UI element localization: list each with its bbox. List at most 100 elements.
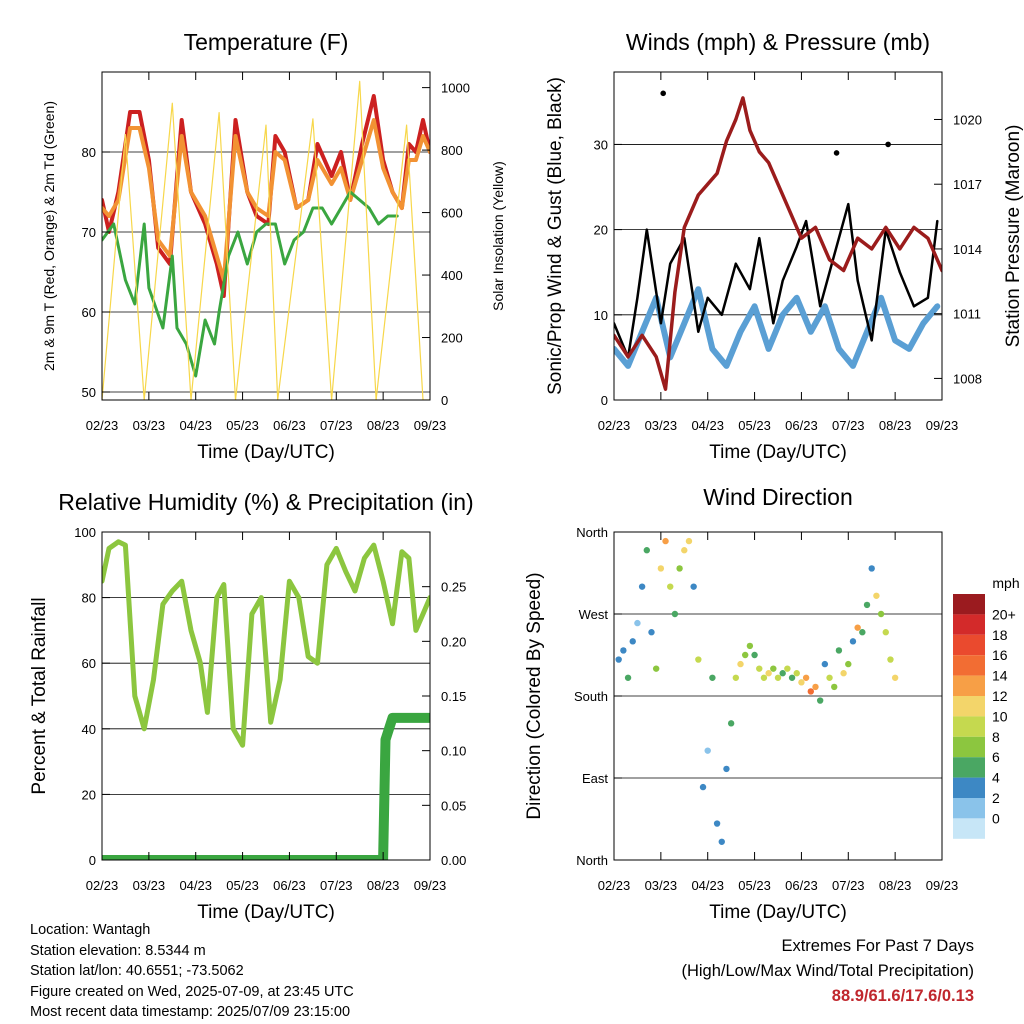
legend-label: 14 [992, 668, 1008, 684]
x-tick-label: 04/23 [179, 418, 212, 433]
direction-point-56 [873, 592, 880, 599]
x-tick-label: 03/23 [133, 878, 166, 893]
direction-point-6 [638, 583, 646, 590]
direction-point-11 [662, 537, 669, 545]
direction-point-14 [676, 565, 683, 572]
y2-tick-label: 0.15 [441, 689, 466, 704]
legend-swatch-6 [953, 696, 985, 717]
x-tick-label: 02/23 [598, 878, 631, 893]
x-tick-label: 05/23 [738, 418, 771, 433]
direction-point-58 [882, 629, 889, 636]
y-axis-label: Percent & Total Rainfall [29, 597, 50, 794]
direction-point-50 [845, 660, 852, 668]
y2-tick-label: 0.00 [441, 853, 466, 868]
x-axis-label: Time (Day/UTC) [197, 902, 335, 923]
y-tick-label: 20 [82, 787, 96, 802]
info-recent: Most recent data timestamp: 2025/07/09 2… [30, 1004, 351, 1020]
y2-tick-label: 0.05 [441, 798, 466, 813]
x-tick-label: 09/23 [414, 418, 447, 433]
x-tick-label: 04/23 [691, 418, 724, 433]
direction-point-24 [723, 765, 730, 773]
y2-axis-label: Station Pressure (Maroon) [1003, 125, 1024, 348]
x-tick-label: 05/23 [226, 418, 259, 433]
series-line-2 [614, 202, 939, 359]
direction-point-37 [784, 665, 791, 672]
x-tick-label: 03/23 [133, 418, 166, 433]
direction-point-27 [737, 660, 744, 668]
direction-point-45 [821, 660, 829, 668]
x-tick-label: 05/23 [226, 878, 259, 893]
chart-title: Wind Direction [703, 484, 853, 510]
x-tick-label: 07/23 [832, 878, 865, 893]
legend-swatch-4 [953, 655, 985, 676]
station-info: Location: Wantagh Station elevation: 8.5… [30, 920, 354, 1023]
direction-point-29 [746, 642, 754, 650]
y2-tick-label: 0.10 [441, 744, 466, 759]
legend-title: mph [992, 575, 1019, 591]
x-tick-label: 02/23 [86, 878, 119, 893]
plot-area [102, 80, 430, 400]
direction-point-15 [681, 547, 688, 554]
direction-point-28 [742, 651, 749, 659]
legend-label: 4 [992, 770, 1000, 786]
gust-marker-3 [885, 141, 891, 148]
legend-label: 2 [992, 790, 1000, 806]
legend-label: 6 [992, 749, 1000, 765]
legend-label: 8 [992, 729, 1000, 745]
x-tick-label: 02/23 [86, 418, 119, 433]
y2-tick-label: 1014 [953, 242, 982, 257]
info-latlon: Station lat/lon: 40.6551; -73.5062 [30, 963, 244, 979]
chart-panel-4: Wind Direction 02/23 03/23 04/23 05/23 06/23 0… [524, 484, 1020, 923]
direction-point-21 [709, 674, 716, 681]
direction-point-36 [779, 670, 786, 677]
x-tick-label: 08/23 [367, 878, 400, 893]
direction-point-40 [798, 679, 805, 686]
extremes-values: 88.9/61.6/17.6/0.13 [831, 987, 974, 1005]
direction-point-55 [868, 565, 875, 572]
extremes-heading: Extremes For Past 7 Days [781, 937, 974, 955]
direction-point-44 [816, 697, 824, 704]
direction-point-10 [657, 565, 665, 572]
x-tick-label: 09/23 [926, 878, 959, 893]
x-axis-label: Time (Day/UTC) [197, 442, 335, 463]
info-created: Figure created on Wed, 2025-07-09, at 23… [30, 983, 354, 1000]
y-tick-label: 50 [82, 385, 96, 400]
legend-label: 12 [992, 688, 1008, 704]
series-line-2 [102, 712, 430, 860]
y2-axis-label: Solar Insolation (Yellow) [490, 161, 506, 311]
legend-swatch-9 [953, 757, 985, 778]
x-axis-label: Time (Day/UTC) [709, 902, 847, 923]
direction-point-38 [788, 674, 796, 681]
y-tick-label: South [574, 689, 608, 704]
y-tick-label: North [576, 853, 608, 868]
direction-point-5 [634, 619, 641, 627]
y-tick-label: 10 [594, 308, 608, 323]
direction-point-51 [849, 638, 857, 645]
extremes-legend: (High/Low/Max Wind/Total Precipitation) [681, 962, 974, 980]
legend-swatch-1 [953, 594, 985, 615]
chart-title: Temperature (F) [184, 29, 349, 55]
direction-point-32 [760, 674, 768, 681]
plot-frame [613, 71, 943, 401]
y2-tick-label: 200 [441, 331, 463, 346]
legend-swatch-3 [953, 634, 985, 656]
y-tick-label: 60 [82, 656, 96, 671]
x-tick-label: 06/23 [785, 878, 818, 893]
direction-point-57 [877, 610, 885, 618]
x-tick-label: 03/23 [645, 418, 678, 433]
y2-tick-label: 1017 [953, 177, 982, 192]
x-tick-label: 07/23 [320, 878, 353, 893]
direction-point-22 [713, 820, 721, 827]
direction-point-31 [756, 665, 763, 672]
y2-tick-label: 400 [441, 268, 463, 283]
direction-point-8 [648, 629, 655, 636]
series-line-1 [614, 286, 941, 369]
chart-panel-2: Winds (mph) & Pressure (mb) 02/23 03/23 04/… [545, 29, 1024, 463]
direction-point-34 [770, 665, 777, 672]
chart-title: Relative Humidity (%) & Precipitation (i… [58, 489, 473, 515]
y-tick-label: 80 [82, 145, 96, 160]
y-axis-label: 2m & 9m T (Red, Orange) & 2m Td (Green) [41, 101, 57, 371]
y2-tick-label: 0 [441, 393, 448, 408]
direction-point-20 [704, 747, 711, 754]
